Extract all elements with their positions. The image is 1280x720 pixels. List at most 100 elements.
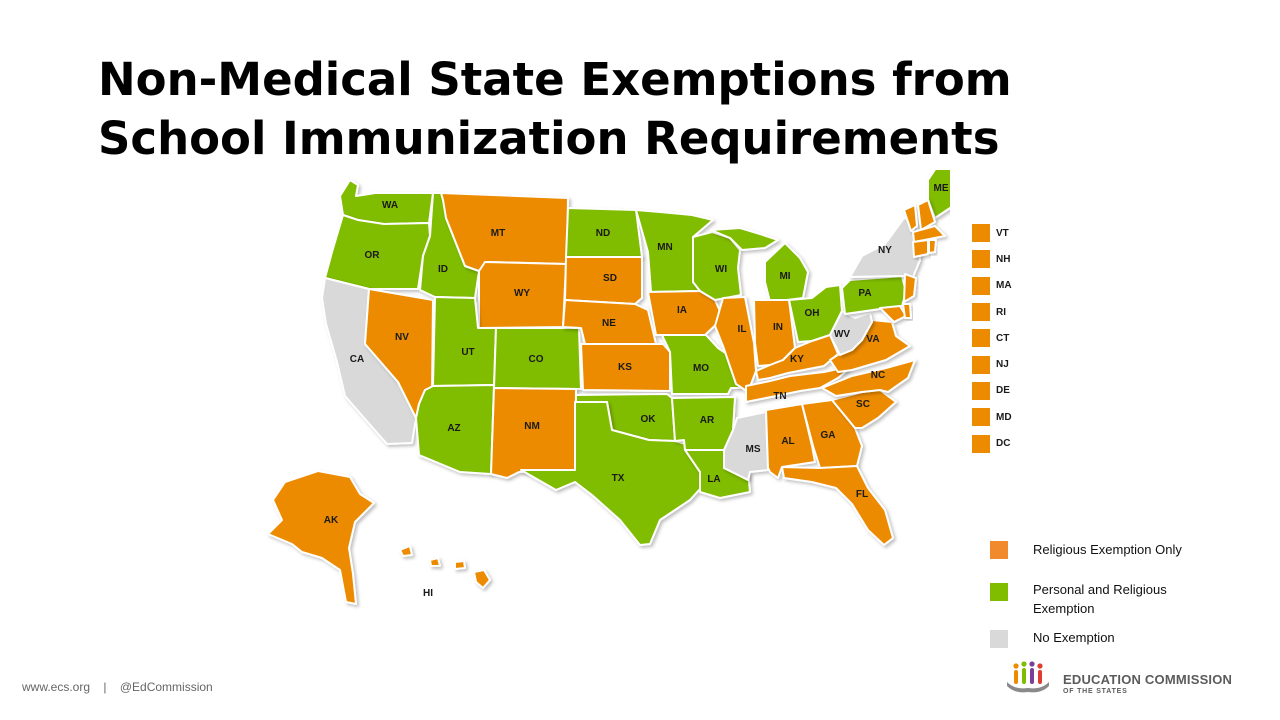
state-label-co: CO: [529, 354, 544, 365]
small-state-label: RI: [996, 306, 1006, 318]
ecs-logo-icon: [1007, 661, 1049, 693]
small-state-md: MD: [972, 404, 1012, 430]
state-co: [493, 327, 582, 390]
legend-swatch-personal: [990, 583, 1008, 601]
small-state-label: MD: [996, 411, 1012, 423]
footer-twitter-handle[interactable]: @EdCommission: [119, 680, 213, 694]
state-label-az: AZ: [447, 423, 460, 434]
small-state-label: VT: [996, 227, 1009, 239]
state-md-shape: [879, 305, 907, 323]
state-label-wy: WY: [514, 288, 530, 299]
state-label-ar: AR: [700, 415, 715, 426]
state-label-nv: NV: [395, 332, 409, 343]
us-states-map: WA OR CA NV ID MT WY UT AZ CO NM ND SD NE KS OK TX MN IA MO…: [267, 170, 950, 605]
logo-subtitle: OF THE STATES: [1063, 688, 1128, 695]
state-label-ne: NE: [602, 318, 616, 329]
small-state-swatch: [972, 250, 990, 269]
state-label-in: IN: [773, 322, 783, 333]
small-state-swatch: [972, 434, 990, 453]
small-state-label: DE: [996, 385, 1010, 397]
state-hi: [399, 545, 491, 589]
state-tx: [520, 401, 709, 546]
small-state-swatch: [972, 408, 990, 427]
page-title: Non-Medical State Exemptions from School…: [98, 53, 1012, 165]
state-tn: [745, 365, 853, 403]
state-label-ok: OK: [641, 414, 657, 425]
state-label-la: LA: [707, 474, 720, 485]
state-ct-shape: [912, 239, 929, 258]
state-label-mn: MN: [657, 242, 673, 253]
small-state-label: NH: [996, 253, 1011, 265]
state-label-mo: MO: [693, 363, 709, 374]
state-label-wi: WI: [715, 264, 727, 275]
state-label-ca: CA: [350, 354, 364, 365]
small-state-ma: MA: [972, 273, 1012, 299]
state-nm: [490, 387, 577, 479]
state-label-sd: SD: [603, 273, 617, 284]
ecs-logo: EDUCATION COMMISSION OF THE STATES: [1005, 660, 1265, 700]
state-label-ia: IA: [677, 305, 687, 316]
state-ak: [267, 470, 375, 605]
state-label-nc: NC: [871, 370, 885, 381]
state-label-va: VA: [866, 334, 879, 345]
state-label-ny: NY: [878, 245, 892, 256]
footer-separator: |: [103, 680, 107, 694]
state-label-hi: HI: [423, 588, 433, 599]
state-label-ut: UT: [461, 347, 474, 358]
state-sd: [564, 256, 643, 305]
state-fl: [781, 465, 894, 546]
state-label-oh: OH: [805, 308, 820, 319]
state-label-me: ME: [934, 183, 949, 194]
small-state-ri: RI: [972, 299, 1012, 325]
small-state-swatch: [972, 303, 990, 322]
small-state-label: CT: [996, 332, 1010, 344]
legend-swatch-religious: [990, 541, 1008, 559]
state-label-pa: PA: [858, 288, 871, 299]
state-label-id: ID: [438, 264, 448, 275]
small-state-label: MA: [996, 280, 1012, 292]
state-label-ks: KS: [618, 362, 632, 373]
state-label-nd: ND: [596, 228, 610, 239]
small-state-label: DC: [996, 438, 1011, 450]
state-label-ms: MS: [746, 444, 761, 455]
state-mi: [710, 227, 809, 303]
footer-website-link[interactable]: www.ecs.org: [22, 680, 91, 694]
state-ma-shape: [912, 225, 946, 243]
state-label-tn: TN: [773, 391, 786, 402]
small-state-swatch: [972, 329, 990, 348]
small-state-swatch: [972, 276, 990, 295]
state-mo: [661, 334, 741, 395]
small-state-swatch: [972, 355, 990, 374]
state-label-ga: GA: [821, 430, 836, 441]
small-state-nj: NJ: [972, 351, 1012, 377]
state-label-sc: SC: [856, 399, 870, 410]
state-vt-shape: [903, 204, 918, 232]
state-nc: [821, 359, 916, 397]
state-label-mi: MI: [779, 271, 790, 282]
state-label-fl: FL: [856, 489, 868, 500]
state-label-wv: WV: [834, 329, 850, 340]
small-state-ct: CT: [972, 325, 1012, 351]
state-label-al: AL: [781, 436, 794, 447]
small-state-de: DE: [972, 378, 1012, 404]
footer: www.ecs.org | @EdCommission: [22, 680, 213, 694]
legend-label-personal: Personal and Religious Exemption: [1033, 582, 1167, 616]
state-nh-shape: [917, 199, 936, 231]
small-state-nh: NH: [972, 246, 1012, 272]
state-label-ky: KY: [790, 354, 804, 365]
state-label-mt: MT: [491, 228, 505, 239]
small-state-label: NJ: [996, 359, 1009, 371]
small-state-swatch: [972, 224, 990, 243]
state-label-ak: AK: [324, 515, 339, 526]
state-label-il: IL: [738, 324, 747, 335]
state-label-tx: TX: [612, 473, 625, 484]
legend-label-none: No Exemption: [1033, 630, 1115, 645]
state-nj-shape: [903, 273, 917, 303]
state-label-nm: NM: [524, 421, 540, 432]
state-ri-shape: [928, 239, 937, 254]
state-de-shape: [902, 303, 912, 319]
small-state-vt: VT: [972, 220, 1012, 246]
legend-label-religious: Religious Exemption Only: [1033, 542, 1182, 557]
state-label-or: OR: [365, 250, 381, 261]
legend-swatch-none: [990, 630, 1008, 648]
